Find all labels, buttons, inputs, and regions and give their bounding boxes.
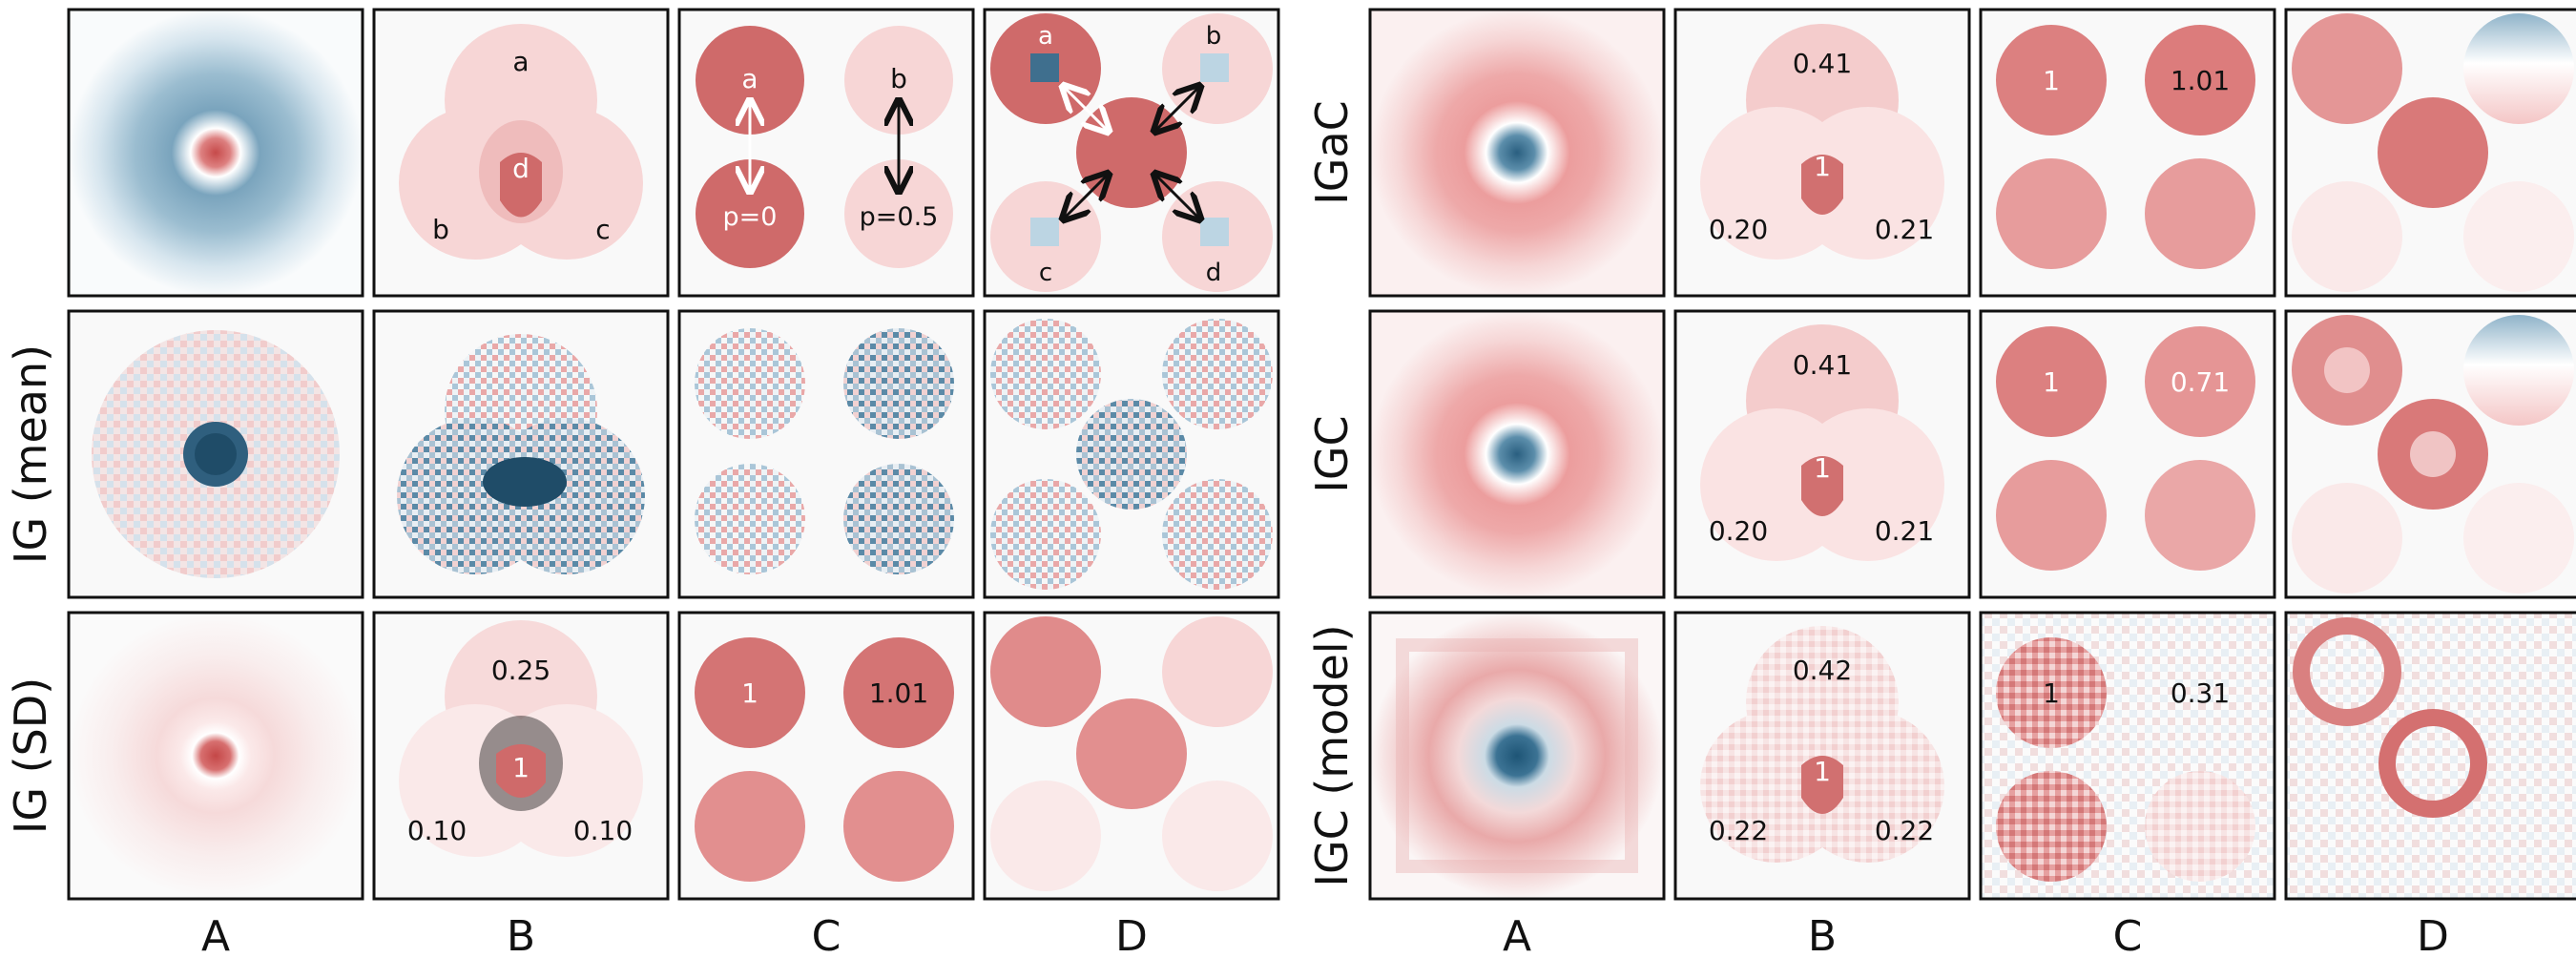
left-c-prob-0: p=0 [723,202,778,232]
right-r1-col-a [1368,8,1666,298]
igac-c-left: 1 [2043,65,2060,96]
igc-b-right: 0.21 [1875,515,1934,547]
left-d-letter-d: d [1206,259,1222,287]
right-r2-col-b: 0.41 1 0.20 0.21 [1673,309,1971,599]
right-r3-col-c: 1 0.31 [1979,611,2276,901]
model-c-left: 1 [2043,677,2060,709]
igac-c-right: 1.01 [2171,65,2230,96]
left-r3-col-d [983,611,1280,901]
sd-b-right: 0.10 [573,815,633,846]
left-b-letter-b: b [432,214,449,245]
left-d-letter-b: b [1206,22,1222,51]
model-b-right: 0.22 [1875,815,1934,846]
right-r2-col-a [1368,309,1666,599]
left-col-label-b: B [507,912,535,958]
model-c-right: 0.31 [2171,677,2230,709]
right-r1-col-c: 1 1.01 [1979,8,2276,298]
left-d-letter-a: a [1038,22,1053,51]
left-r3-col-a [67,611,364,901]
right-r2-col-d [2284,309,2576,599]
igc-c-right: 0.71 [2171,366,2230,398]
left-r1-col-b: a b c d [372,8,670,298]
left-row-label-2: IG (SD) [5,677,56,834]
igc-b-left: 0.20 [1709,515,1768,547]
model-b-left: 0.22 [1709,815,1768,846]
model-b-top: 0.42 [1793,655,1852,686]
left-b-letter-a: a [512,46,529,77]
right-row-label-1: IGC [1306,415,1358,492]
left-c-letter-a: a [741,63,758,94]
right-row-label-0: IGaC [1306,100,1358,205]
igac-b-left: 0.20 [1709,214,1768,245]
right-r1-col-d [2284,8,2576,298]
left-r2-col-a [67,309,364,599]
sd-b-top: 0.25 [491,655,551,686]
igac-b-right: 0.21 [1875,214,1934,245]
igc-b-top: 0.41 [1793,349,1852,381]
sd-c-right: 1.01 [869,677,928,709]
igac-b-top: 0.41 [1793,48,1852,79]
left-r1-col-d: a b c d [983,8,1280,298]
right-col-label-d: D [2417,912,2449,958]
right-col-label-c: C [2113,912,2143,958]
right-r3-col-d [2284,611,2576,901]
right-col-label-a: A [1503,912,1531,958]
left-c-prob-1: p=0.5 [860,202,939,232]
igc-b-center: 1 [1814,452,1831,484]
left-b-letter-d: d [512,153,530,184]
igac-b-center: 1 [1814,151,1831,182]
right-r3-col-b: 0.42 1 0.22 0.22 [1673,611,1971,901]
left-row-label-1: IG (mean) [5,344,56,564]
sd-b-left: 0.10 [407,815,467,846]
left-b-letter-c: c [595,214,610,245]
left-d-letter-c: c [1039,259,1052,287]
left-col-label-d: D [1115,912,1148,958]
left-r1-col-a [67,8,364,298]
left-r3-col-c: 1 1.01 [677,611,975,901]
left-r2-col-b [372,309,670,599]
model-b-center: 1 [1814,756,1831,787]
igc-c-left: 1 [2043,366,2060,398]
left-c-letter-b: b [890,63,907,94]
right-r1-col-b: 0.41 1 0.20 0.21 [1673,8,1971,298]
right-r3-col-a [1368,611,1666,901]
right-r2-col-c: 1 0.71 [1979,309,2276,599]
sd-b-center: 1 [512,752,530,783]
left-r2-col-c [677,309,975,599]
right-row-label-2: IGC (model) [1306,624,1358,886]
left-col-label-c: C [812,912,841,958]
left-r1-col-c: a b p=0 p=0.5 [677,8,975,298]
left-r2-col-d [983,309,1280,599]
right-col-label-b: B [1808,912,1837,958]
sd-c-left: 1 [741,677,758,709]
left-col-label-a: A [201,912,230,958]
left-r3-col-b: 0.25 1 0.10 0.10 [372,611,670,901]
